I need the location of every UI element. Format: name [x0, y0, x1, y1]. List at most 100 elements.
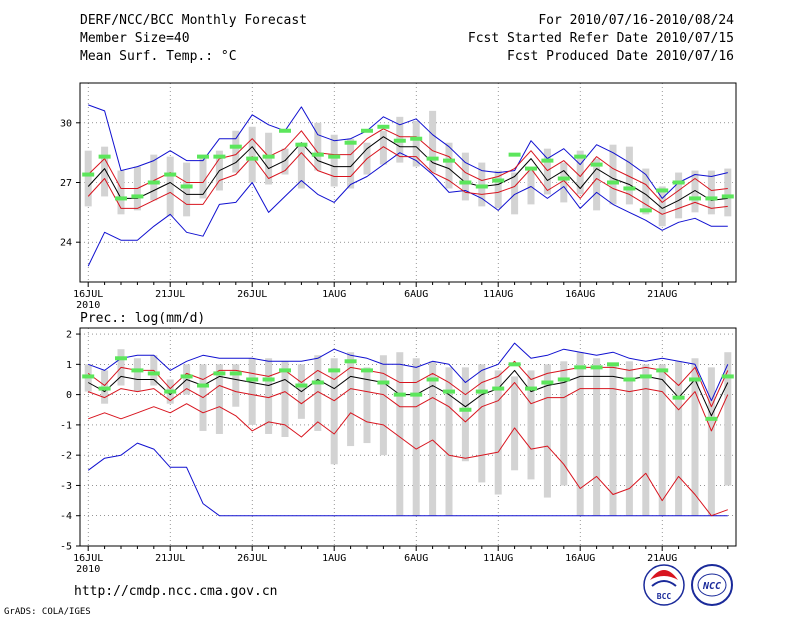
precip-median-day-7 [180, 374, 193, 379]
precip-box-day-31 [576, 352, 584, 516]
precip-extreme-min-line [87, 442, 728, 517]
precip-median-day-37 [672, 395, 685, 400]
precip-median-day-32 [590, 365, 603, 370]
precip-median-day-34 [623, 377, 636, 382]
precip-median-day-29 [541, 380, 554, 385]
precip-box-day-32 [593, 358, 601, 516]
temp-median-day-31 [574, 154, 587, 159]
precip-median-day-17 [344, 359, 357, 364]
precip-box-day-37 [675, 361, 683, 516]
temp-variable-label: Mean Surf. Temp.: °C [80, 49, 237, 64]
temp-box-day-37 [675, 172, 683, 219]
precip-box-day-35 [642, 364, 650, 516]
temp-box-day-17 [347, 138, 355, 189]
temp-box-day-28 [527, 170, 535, 205]
precip-box-day-10 [232, 364, 240, 407]
temp-box-day-1 [84, 150, 92, 207]
bcc-logo: BCC [643, 564, 685, 606]
temp-median-day-40 [721, 194, 734, 199]
precip-median-day-19 [377, 380, 390, 385]
precip-median-day-26 [492, 386, 505, 391]
temp-median-day-35 [639, 208, 652, 213]
ncc-logo: NCC [691, 564, 733, 606]
temp-box-day-10 [232, 130, 240, 173]
precip-median-day-5 [147, 371, 160, 376]
precip-member-min-line [88, 403, 728, 517]
temp-box-day-39 [707, 170, 715, 215]
precip-box-day-27 [511, 376, 519, 471]
temp-box-day-35 [642, 168, 650, 215]
temp-median-day-16 [328, 154, 341, 159]
precip-box-day-40 [724, 352, 732, 486]
precip-median-day-11 [246, 377, 259, 382]
temp-ytick-label: 27 [60, 178, 72, 189]
precip-box-day-36 [658, 364, 666, 516]
temp-median-day-25 [475, 184, 488, 189]
chart-title: DERF/NCC/BCC Monthly Forecast [80, 13, 307, 28]
temp-box-day-6 [166, 156, 174, 217]
temp-box-day-21 [412, 120, 420, 167]
bcc-logo-ring [643, 564, 685, 606]
precip-box-day-26 [494, 370, 502, 495]
temp-median-day-13 [279, 128, 291, 133]
precip-median-day-24 [459, 407, 472, 412]
precip-xtick-label: 1AUG [322, 553, 346, 564]
bcc-logo-swirl [650, 570, 678, 580]
temperature-panel: 24 27 30 16JUL 21JUL 26JUL 1AUG 6AUG 11AUG 16AUG 2… [60, 82, 737, 311]
precip-ensemble-mean-line [87, 369, 729, 417]
precip-spread-upper-line [87, 360, 729, 408]
precip-median-day-21 [410, 392, 423, 397]
temp-median-day-17 [344, 140, 357, 145]
forecast-period: For 2010/07/16-2010/08/24 [538, 13, 734, 28]
precip-median-day-12 [262, 377, 275, 382]
temp-xtick-label: 26JUL [237, 289, 267, 300]
temp-member-max-line [88, 104, 728, 199]
precip-median-day-36 [656, 368, 669, 373]
temp-box-day-33 [609, 144, 617, 205]
precip-ytick-label: -1 [60, 420, 72, 431]
precip-box-day-29 [543, 364, 551, 498]
fcst-started-date: Fcst Started Refer Date 2010/07/15 [468, 31, 734, 46]
precip-xtick-label: 16JUL [73, 553, 103, 564]
precip-median-day-30 [557, 377, 570, 382]
temp-box-day-13 [281, 148, 289, 175]
precip-median-day-2 [98, 386, 111, 391]
precip-xtick-label: 11AUG [483, 553, 513, 564]
precip-median-day-35 [639, 374, 652, 379]
temp-box-day-14 [297, 142, 305, 189]
precip-ytick-label: 0 [66, 390, 72, 401]
temp-median-day-21 [410, 136, 423, 141]
precip-ytick-label: -2 [60, 451, 72, 462]
precip-median-day-28 [525, 386, 537, 391]
precip-median-day-3 [115, 356, 127, 361]
temp-median-day-28 [525, 166, 537, 171]
temp-median-day-7 [180, 184, 193, 189]
footer-url[interactable]: http://cmdp.ncc.cma.gov.cn [74, 584, 278, 599]
precip-ytick-label: 1 [66, 360, 72, 371]
temp-box-day-31 [576, 150, 584, 195]
temp-median-day-5 [147, 180, 160, 185]
temp-median-day-20 [393, 138, 406, 143]
temp-ensemble-mean-line [87, 136, 728, 209]
precip-median-day-39 [705, 416, 718, 421]
ncc-logo-text: NCC [702, 581, 721, 592]
precip-box-day-39 [707, 367, 715, 516]
temp-median-day-8 [197, 154, 209, 159]
precip-plot-frame [79, 327, 737, 547]
precip-median-day-13 [279, 368, 291, 373]
precip-median-day-9 [213, 371, 226, 376]
precip-box-day-25 [478, 364, 486, 483]
precip-median-day-14 [295, 383, 308, 388]
precip-xtick-label: 26JUL [237, 553, 267, 564]
precip-box-day-12 [265, 358, 273, 434]
precip-box-day-34 [625, 361, 633, 516]
temp-median-day-10 [229, 144, 242, 149]
temp-median-day-1 [82, 172, 95, 177]
temp-xtick-label: 11AUG [483, 289, 513, 300]
precip-ytick-label: 2 [66, 330, 72, 341]
precip-median-day-27 [508, 362, 521, 367]
precip-xtick-label: 6AUG [404, 553, 428, 564]
temp-box-day-16 [330, 134, 338, 187]
